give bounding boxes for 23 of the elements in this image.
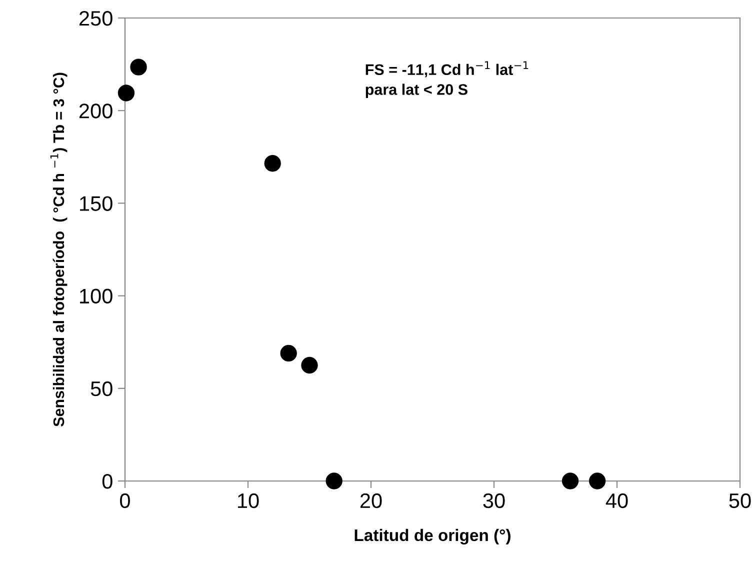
y-tick-label: 200 <box>79 104 112 118</box>
point <box>301 356 318 374</box>
y-tick-label: 250 <box>79 11 112 26</box>
y-tick-label: 150 <box>80 196 112 211</box>
point <box>588 472 606 490</box>
point <box>562 472 579 490</box>
x-tick-label: 40 <box>606 493 628 508</box>
point <box>130 58 147 76</box>
text: FS = -11,1 Cd h$^{−1}$ lat$^{−1}$ para lat < 20 S <box>366 61 528 98</box>
x-tick-label: 30 <box>483 493 505 508</box>
y-axis-title: Sensibilidad al fotoperíodo ( °Cd h $^{−1}$) Tb = 3 °C) <box>50 72 68 427</box>
y-tick-label: 0 <box>102 474 112 489</box>
point <box>264 155 281 172</box>
point <box>280 344 297 362</box>
x-tick-label: 20 <box>360 493 382 508</box>
x-tick-label: 0 <box>120 493 130 508</box>
y-tick-label: 100 <box>80 288 112 304</box>
point <box>326 472 342 490</box>
x-tick-label: 10 <box>238 493 259 508</box>
x-tick-label: 50 <box>729 493 751 508</box>
y-tick-label: 50 <box>90 381 112 396</box>
x-axis-title: Latitud de origen (°) <box>354 528 510 544</box>
point <box>118 84 135 102</box>
